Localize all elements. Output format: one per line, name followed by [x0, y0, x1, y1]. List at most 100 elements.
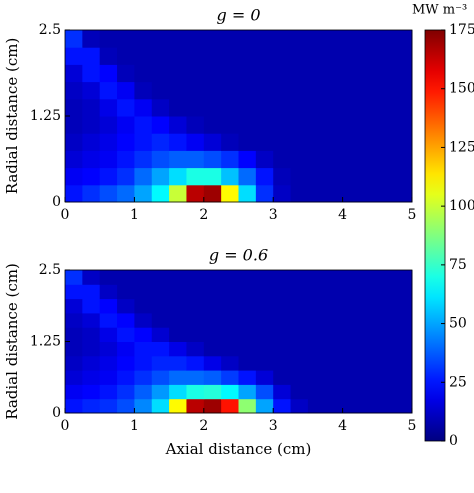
heat-cell — [203, 355, 222, 371]
heat-cell — [203, 270, 222, 285]
heat-cell — [117, 312, 135, 328]
heat-cell — [255, 298, 274, 314]
heat-cell — [65, 398, 83, 414]
heat-cell — [273, 284, 292, 300]
heat-cell — [151, 167, 170, 186]
heat-cell — [99, 133, 118, 151]
heat-cell — [290, 184, 309, 203]
heat-cell — [186, 81, 205, 100]
heat-cell — [134, 167, 153, 186]
heat-cell — [169, 184, 187, 203]
heat-cell — [394, 284, 413, 300]
heat-cell — [117, 184, 135, 203]
heat-cell — [394, 167, 413, 186]
heat-cell — [290, 133, 309, 151]
heat-cell — [82, 312, 101, 328]
heat-cell — [290, 64, 309, 83]
heat-cell — [82, 384, 101, 400]
x-tick-label: 3 — [269, 418, 278, 434]
colorbar-tick-label: 125 — [449, 139, 474, 155]
heat-cell — [307, 98, 326, 117]
heat-cell — [134, 298, 153, 314]
heat-cell — [151, 384, 170, 400]
heat-cell — [377, 30, 396, 48]
heat-cell — [151, 116, 170, 134]
heat-cell — [394, 133, 413, 151]
heat-cell — [255, 98, 274, 117]
heat-cell — [169, 150, 187, 169]
heat-cell — [394, 64, 413, 83]
heat-cell — [290, 270, 309, 285]
heat-cell — [151, 341, 170, 357]
heat-cell — [151, 355, 170, 371]
y-tick-label: 1.25 — [30, 108, 61, 124]
heat-cell — [307, 133, 326, 151]
heat-cell — [65, 64, 83, 83]
heat-cell — [290, 298, 309, 314]
heat-cell — [134, 133, 153, 151]
heat-cell — [255, 64, 274, 83]
heat-cell — [186, 150, 205, 169]
heat-cell — [82, 327, 101, 342]
heat-cell — [186, 64, 205, 83]
heat-cell — [203, 116, 222, 134]
heat-cell — [169, 398, 187, 414]
colorbar-tick-label: 100 — [449, 198, 474, 214]
colorbar-tick-label: 0 — [449, 433, 458, 449]
heat-cell — [307, 341, 326, 357]
heat-cell — [359, 398, 378, 414]
heat-cell — [307, 116, 326, 134]
heat-cell — [221, 370, 239, 385]
heat-cell — [186, 133, 205, 151]
colorbar-tick-label: 150 — [449, 81, 474, 97]
heat-cell — [221, 270, 239, 285]
heat-cell — [117, 327, 135, 342]
heat-cell — [151, 398, 170, 414]
heat-cell — [307, 30, 326, 48]
heat-cell — [186, 298, 205, 314]
heat-cell — [290, 341, 309, 357]
heat-cell — [151, 98, 170, 117]
colorbar-tick-label: 50 — [449, 316, 467, 332]
heat-cell — [203, 312, 222, 328]
heat-cell — [290, 327, 309, 342]
chart-title: g = 0 — [217, 6, 261, 25]
x-tick-label: 0 — [61, 207, 70, 223]
x-tick-label: 5 — [408, 207, 417, 223]
heat-cell — [273, 327, 292, 342]
heat-cell — [151, 370, 170, 385]
heat-cell — [359, 384, 378, 400]
heat-cell — [290, 384, 309, 400]
heat-cell — [342, 47, 361, 65]
heat-cell — [255, 370, 274, 385]
heat-cell — [377, 167, 396, 186]
heat-cell — [325, 167, 344, 186]
heat-cell — [394, 327, 413, 342]
heat-cell — [273, 184, 292, 203]
heat-cell — [169, 327, 187, 342]
heat-cell — [186, 327, 205, 342]
heat-cell — [169, 312, 187, 328]
colorbar — [424, 29, 446, 442]
heat-cell — [377, 298, 396, 314]
heat-cell — [307, 327, 326, 342]
heat-cell — [238, 150, 257, 169]
heat-cell — [82, 341, 101, 357]
heat-cell — [82, 270, 101, 285]
heat-cell — [186, 30, 205, 48]
heat-cell — [394, 298, 413, 314]
heat-cell — [151, 150, 170, 169]
heat-cell — [117, 116, 135, 134]
heat-cell — [151, 81, 170, 100]
heat-cell — [134, 341, 153, 357]
heat-cell — [203, 370, 222, 385]
heat-cell — [82, 64, 101, 83]
heat-cell — [65, 133, 83, 151]
heat-cell — [255, 81, 274, 100]
heat-cell — [99, 270, 118, 285]
heat-cell — [169, 133, 187, 151]
heat-cell — [359, 47, 378, 65]
heat-cell — [238, 370, 257, 385]
heat-cell — [99, 341, 118, 357]
heat-cell — [290, 47, 309, 65]
